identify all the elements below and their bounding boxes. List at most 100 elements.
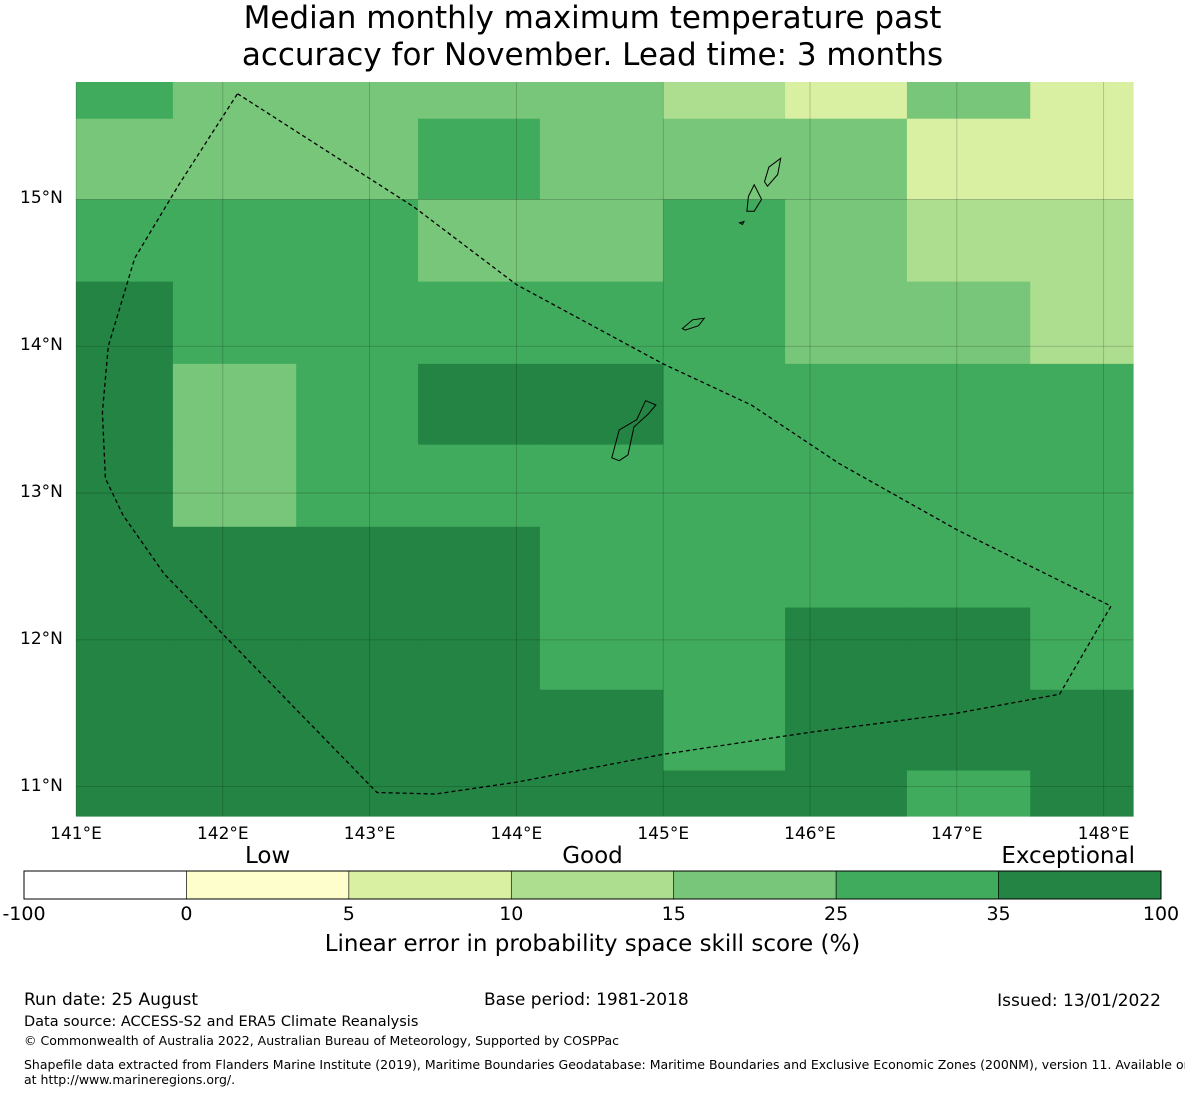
- skill-cell: [539, 607, 664, 691]
- skill-cell: [296, 607, 419, 691]
- colorbar-bin: [998, 870, 1162, 900]
- issued-date: Issued: 13/01/2022: [997, 991, 1161, 1011]
- skill-cell: [663, 82, 786, 120]
- skill-cell: [296, 118, 419, 201]
- run-date: Run date: 25 August: [24, 990, 198, 1010]
- skill-cell: [785, 770, 908, 817]
- longitude-label: 145°E: [637, 824, 690, 844]
- skill-cell: [76, 689, 174, 772]
- colorbar-tick-label: 0: [180, 903, 193, 925]
- skill-cell: [418, 82, 541, 120]
- island-outline: [763, 157, 782, 188]
- skill-cell: [785, 444, 908, 528]
- skill-cell: [172, 82, 297, 120]
- skill-cell: [296, 82, 419, 120]
- skill-cell: [539, 689, 664, 772]
- skill-cell: [418, 118, 541, 201]
- skill-cell: [1030, 363, 1134, 446]
- skill-cell: [1030, 444, 1134, 528]
- skill-cell: [418, 281, 541, 365]
- skill-cell: [76, 526, 174, 609]
- latitude-label: 12°N: [20, 628, 63, 649]
- colorbar-tick-label: 5: [342, 903, 355, 925]
- longitude-label: 141°E: [50, 824, 102, 844]
- colorbar-bin: [23, 870, 187, 900]
- skill-cell: [1030, 281, 1134, 365]
- colorbar-bin: [348, 870, 512, 900]
- longitude-label: 142°E: [196, 824, 249, 844]
- chart-title: Median monthly maximum temperature past …: [0, 0, 1185, 74]
- skill-cell: [1030, 526, 1134, 609]
- skill-cell: [539, 281, 664, 365]
- skill-cell: [172, 607, 297, 691]
- base-period: Base period: 1981-2018: [484, 990, 689, 1010]
- skill-cell: [172, 689, 297, 772]
- skill-cell: [172, 118, 297, 201]
- skill-cell: [172, 281, 297, 365]
- skill-cell: [785, 689, 908, 772]
- island-outline: [746, 183, 763, 212]
- title-line-1: Median monthly maximum temperature past: [243, 0, 942, 36]
- skill-cell: [785, 82, 908, 120]
- skill-cell: [663, 118, 786, 201]
- skill-cell: [539, 199, 664, 283]
- skill-cell: [418, 444, 541, 528]
- skill-cell: [539, 118, 664, 201]
- colorbar-tick-label: 10: [499, 903, 524, 925]
- island-outline: [681, 317, 706, 331]
- skill-cell: [76, 444, 174, 528]
- longitude-label: 148°E: [1077, 824, 1130, 844]
- skill-cell: [906, 363, 1031, 446]
- skill-cell: [76, 82, 174, 120]
- skill-cell: [663, 770, 786, 817]
- island-outline: [738, 220, 745, 226]
- skill-cell: [539, 363, 664, 446]
- skill-cell: [906, 281, 1031, 365]
- colorbar-tick-label: 15: [661, 903, 686, 925]
- colorbar-category-label: Exceptional: [1001, 843, 1135, 869]
- shapefile-credit-line-1: Shapefile data extracted from Flanders M…: [24, 1057, 1185, 1072]
- skill-cell: [418, 770, 541, 817]
- skill-cell: [1030, 199, 1134, 283]
- skill-cell: [539, 444, 664, 528]
- colorbar-category-label: Low: [244, 843, 291, 869]
- skill-cell: [172, 363, 297, 446]
- skill-cell: [785, 281, 908, 365]
- skill-cell: [906, 770, 1031, 817]
- copyright: © Commonwealth of Australia 2022, Austra…: [24, 1033, 619, 1048]
- skill-cell: [296, 526, 419, 609]
- skill-cell: [296, 199, 419, 283]
- skill-cell: [663, 281, 786, 365]
- graticule: [75, 82, 1133, 816]
- colorbar-tick-label: 35: [986, 903, 1011, 925]
- skill-cell: [663, 526, 786, 609]
- skill-cell: [663, 689, 786, 772]
- data-source: Data source: ACCESS-S2 and ERA5 Climate …: [24, 1014, 419, 1030]
- skill-cell: [296, 770, 419, 817]
- skill-cell: [76, 607, 174, 691]
- skill-cell: [76, 770, 174, 817]
- island-outline: [611, 399, 657, 462]
- skill-cell: [76, 118, 174, 201]
- colorbar-tick-label: 25: [824, 903, 849, 925]
- skill-cell: [539, 770, 664, 817]
- eez-boundary: [101, 93, 1112, 795]
- skill-cell: [906, 526, 1031, 609]
- skill-cell: [296, 363, 419, 446]
- colorbar-bin: [186, 870, 350, 900]
- shapefile-credit-line-2: at http://www.marineregions.org/.: [24, 1072, 236, 1087]
- skill-cell: [785, 607, 908, 691]
- islands: [611, 157, 782, 462]
- latitude-label: 15°N: [20, 188, 63, 209]
- skill-cell: [906, 199, 1031, 283]
- skill-cell: [539, 82, 664, 120]
- skill-cell: [418, 689, 541, 772]
- skill-cell: [539, 526, 664, 609]
- skill-cell: [296, 281, 419, 365]
- skill-cell: [906, 82, 1031, 120]
- skill-cell: [76, 199, 174, 283]
- skill-cell: [785, 363, 908, 446]
- colorbar-tick-label: 100: [1142, 903, 1180, 925]
- skill-cell: [663, 444, 786, 528]
